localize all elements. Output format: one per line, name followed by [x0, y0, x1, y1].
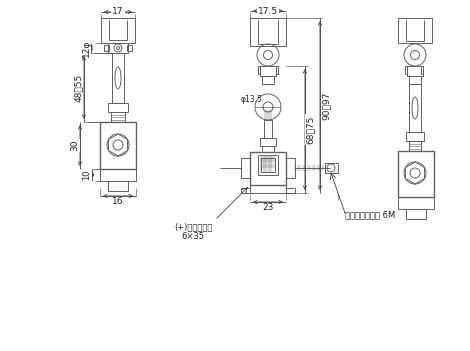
Bar [398, 18, 432, 43]
Bar [108, 103, 128, 112]
Text: 12φ: 12φ [81, 39, 91, 57]
Bar [241, 158, 250, 178]
Text: ナイロンナット 6M: ナイロンナット 6M [345, 211, 395, 219]
Text: 30: 30 [70, 140, 79, 151]
Bar [406, 209, 426, 219]
Bar [409, 141, 421, 151]
Text: 68～75: 68～75 [306, 115, 314, 144]
Bar [261, 158, 275, 172]
Text: 48～55: 48～55 [73, 73, 83, 102]
Bar [264, 120, 272, 138]
Bar [409, 84, 421, 132]
Bar [286, 158, 295, 178]
Text: (+)ナベ小ネジ
6×35: (+)ナベ小ネジ 6×35 [174, 222, 212, 241]
Bar [409, 76, 421, 84]
Bar [100, 169, 136, 181]
Text: φ13.5: φ13.5 [241, 95, 263, 105]
Bar [104, 45, 109, 51]
Bar [112, 53, 124, 103]
Bar [108, 181, 128, 191]
Text: 17.5: 17.5 [258, 7, 278, 15]
Bar [258, 66, 260, 74]
Bar [398, 151, 434, 197]
Bar [250, 152, 286, 185]
Bar [260, 138, 276, 146]
Bar [262, 76, 274, 84]
Bar [276, 66, 278, 74]
Bar [406, 132, 424, 141]
Text: 90～97: 90～97 [321, 91, 330, 120]
Bar [421, 66, 423, 74]
Bar [325, 163, 338, 173]
Bar [398, 197, 434, 209]
Text: 17: 17 [112, 7, 124, 16]
Bar [108, 43, 128, 53]
Bar [258, 155, 278, 175]
Bar [407, 66, 423, 76]
Text: 16: 16 [112, 198, 124, 206]
Bar [260, 66, 276, 76]
Bar [286, 188, 295, 193]
Bar [405, 66, 407, 74]
Text: 10: 10 [83, 170, 92, 180]
Bar [127, 45, 132, 51]
Bar [241, 188, 250, 193]
Bar [250, 185, 286, 193]
Bar [111, 112, 125, 122]
Bar [262, 146, 274, 152]
Bar [250, 18, 286, 46]
Bar [101, 18, 135, 43]
Bar [100, 122, 136, 169]
Text: 23: 23 [262, 204, 274, 212]
